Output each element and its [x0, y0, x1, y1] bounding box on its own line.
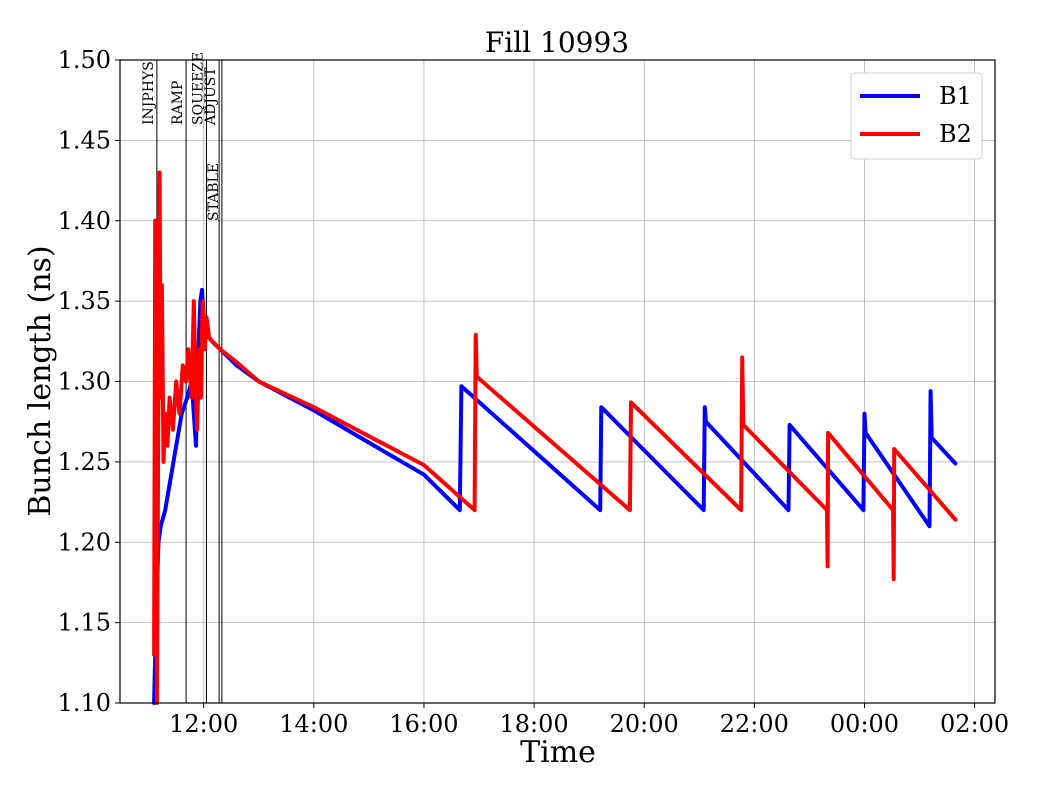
axis-ticks: 1.10 1.15 1.20 1.25 1.30 1.35 1.40 1.45 1.50 12:0… — [58, 46, 1010, 738]
x-tick-label: 02:00 — [940, 710, 1009, 738]
y-tick-label: 1.25 — [58, 448, 111, 476]
legend-label-b2: B2 — [939, 120, 972, 148]
y-tick-label: 1.10 — [58, 689, 111, 717]
phase-label-adjust: ADJUST — [203, 67, 219, 126]
y-tick-label: 1.35 — [58, 287, 111, 315]
phase-label-stable: STABLE — [206, 163, 222, 221]
x-tick-label: 16:00 — [389, 710, 458, 738]
data-series — [152, 170, 958, 705]
series-line-b2 — [152, 170, 958, 705]
y-tick-label: 1.50 — [58, 46, 111, 74]
legend: B1 B2 — [850, 72, 983, 160]
x-tick-label: 22:00 — [720, 710, 789, 738]
chart-title: Fill 10993 — [485, 26, 629, 59]
phase-label-ramp: RAMP — [170, 81, 186, 125]
x-tick-label: 20:00 — [610, 710, 679, 738]
legend-label-b1: B1 — [939, 82, 972, 110]
y-tick-label: 1.15 — [58, 609, 111, 637]
x-tick-label: 18:00 — [500, 710, 569, 738]
y-axis-label: Bunch length (ns) — [23, 245, 58, 516]
phase-label-injphys: INJPHYS — [141, 61, 157, 125]
x-tick-label: 12:00 — [169, 710, 238, 738]
y-tick-label: 1.45 — [58, 126, 111, 154]
x-tick-label: 00:00 — [830, 710, 899, 738]
y-tick-label: 1.30 — [58, 368, 111, 396]
x-axis-label: Time — [520, 735, 596, 770]
y-tick-label: 1.20 — [58, 528, 111, 556]
y-tick-label: 1.40 — [58, 207, 111, 235]
phase-label-squeeze: SQUEEZE — [190, 52, 206, 125]
x-tick-label: 14:00 — [279, 710, 348, 738]
